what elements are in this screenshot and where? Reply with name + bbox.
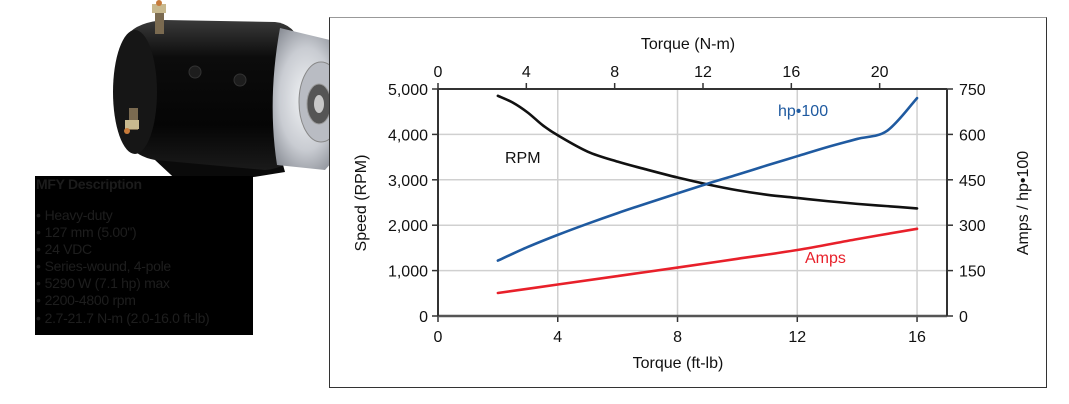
x-tick-label: 12 — [788, 329, 806, 346]
y2-axis-title: Amps / hp•100 — [1015, 151, 1032, 255]
x-axis-title: Torque (ft-lb) — [633, 355, 724, 372]
spec-item: 24 VDC — [36, 241, 209, 258]
rpm-line — [496, 94, 919, 210]
x2-axis-title: Torque (N-m) — [641, 36, 735, 53]
amps-label: Amps — [805, 250, 846, 267]
x2-tick-label: 16 — [782, 64, 800, 81]
data-series — [496, 94, 919, 295]
amps-line — [496, 227, 919, 295]
spec-item: 2.7-21.7 N-m (2.0-16.0 ft-lb) — [36, 310, 210, 327]
gridlines — [438, 89, 947, 316]
y2-tick-label: 750 — [959, 82, 986, 99]
x2-tick-label: 12 — [694, 64, 712, 81]
hp-label: hp•100 — [778, 103, 828, 120]
spec-item: Series-wound, 4-pole — [36, 258, 209, 275]
x2-tick-label: 8 — [610, 64, 619, 81]
axes — [432, 83, 953, 322]
y-tick-label: 4,000 — [388, 127, 428, 144]
x-tick-label: 0 — [434, 329, 443, 346]
spec-item: 2200-4800 rpm — [36, 292, 209, 309]
y2-tick-label: 150 — [959, 264, 986, 281]
x2-tick-label: 20 — [871, 64, 889, 81]
x-tick-label: 16 — [908, 329, 926, 346]
x2-tick-label: 4 — [522, 64, 531, 81]
y-axis-title: Speed (RPM) — [353, 155, 370, 252]
rpm-label: RPM — [505, 150, 541, 167]
y-tick-label: 1,000 — [388, 264, 428, 281]
y2-tick-label: 450 — [959, 173, 986, 190]
spec-item: 5290 W (7.1 hp) max — [36, 275, 209, 292]
y-tick-label: 5,000 — [388, 82, 428, 99]
spec-list: Heavy-duty 127 mm (5.00") 24 VDC Series-… — [36, 207, 210, 327]
y-tick-label: 0 — [419, 309, 428, 326]
y2-tick-label: 600 — [959, 127, 986, 144]
description-title: MFY Description — [36, 176, 142, 192]
chart-frame — [329, 17, 1047, 388]
spec-item: Heavy-duty — [36, 207, 209, 224]
spec-item: 127 mm (5.00") — [36, 224, 209, 241]
x-tick-label: 4 — [553, 329, 562, 346]
y2-tick-label: 300 — [959, 218, 986, 235]
y2-tick-label: 0 — [959, 309, 968, 326]
hp-line — [496, 96, 919, 262]
y-tick-label: 3,000 — [388, 173, 428, 190]
x-tick-label: 8 — [673, 329, 682, 346]
y-tick-label: 2,000 — [388, 218, 428, 235]
x2-tick-label: 0 — [434, 64, 443, 81]
